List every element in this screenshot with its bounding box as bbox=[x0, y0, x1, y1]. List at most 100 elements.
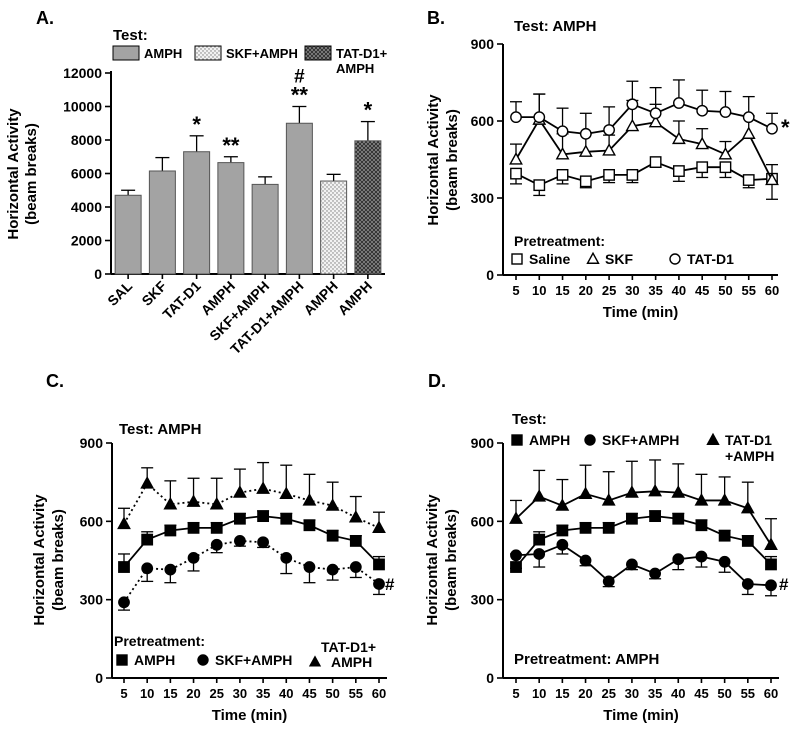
legend-label: SKF+AMPH bbox=[215, 652, 292, 668]
data-point bbox=[210, 521, 223, 534]
bar bbox=[217, 162, 245, 275]
legend-marker bbox=[197, 654, 209, 666]
x-tick-label: 25 bbox=[209, 686, 223, 701]
legend-item: SKF bbox=[586, 251, 633, 267]
panel-c-line-chart: C. Test: AMPH Horizontal Activity (beam bre… bbox=[31, 371, 395, 724]
data-point bbox=[579, 521, 592, 534]
panel-d-line-chart: D. Test: Horizontal Activity (beam breaks) 0… bbox=[424, 371, 789, 724]
x-tick-label: 15 bbox=[163, 686, 177, 701]
data-point bbox=[326, 529, 339, 542]
data-point bbox=[671, 485, 686, 498]
series-line bbox=[515, 543, 772, 587]
data-point bbox=[141, 533, 154, 546]
data-point bbox=[694, 493, 709, 506]
legend-label: AMPH bbox=[134, 652, 175, 668]
y-tick-label: 0 bbox=[486, 670, 494, 686]
data-point bbox=[626, 512, 638, 525]
data-point bbox=[257, 510, 269, 523]
bar bbox=[251, 183, 279, 275]
panel-label: B. bbox=[427, 8, 445, 28]
series-line bbox=[515, 118, 773, 181]
legend-label: Saline bbox=[529, 251, 570, 267]
legend-item: TAT-D1+AMPH bbox=[304, 45, 388, 76]
legend-label-line2: AMPH bbox=[336, 61, 374, 76]
data-point bbox=[695, 519, 708, 532]
footer-label: Pretreatment: AMPH bbox=[514, 651, 659, 668]
legend-marker bbox=[584, 434, 596, 446]
data-point bbox=[719, 106, 732, 118]
legend: Test:AMPH SKF+AMPH TAT-D1+AMPH bbox=[112, 27, 388, 76]
legend-item: TAT-D1+AMPH bbox=[308, 639, 376, 670]
bar bbox=[148, 170, 176, 275]
data-point bbox=[533, 533, 546, 546]
y-axis-label-line2: (beam breaks) bbox=[50, 509, 67, 611]
data-point bbox=[118, 596, 130, 609]
data-point bbox=[532, 489, 547, 502]
data-point bbox=[280, 512, 293, 525]
data-point bbox=[695, 136, 710, 150]
data-point bbox=[649, 510, 661, 523]
data-point bbox=[187, 551, 200, 564]
y-axis-label: Horizontal Activity bbox=[424, 494, 441, 626]
x-tick-label: 60 bbox=[765, 283, 779, 298]
legend-label: AMPH bbox=[529, 432, 570, 448]
x-tick-label: 40 bbox=[671, 686, 685, 701]
data-point bbox=[163, 496, 178, 510]
legend-label: TAT-D1 bbox=[725, 432, 772, 448]
x-tick-label: 60 bbox=[372, 686, 386, 701]
y-tick-label: 900 bbox=[471, 435, 495, 451]
significance-marker: ** bbox=[222, 133, 240, 158]
x-tick-label: 20 bbox=[186, 686, 200, 701]
series-skf bbox=[509, 93, 779, 186]
data-point bbox=[579, 127, 592, 140]
data-point bbox=[603, 168, 615, 181]
panel-label: C. bbox=[46, 371, 64, 391]
legend: AMPH SKF+AMPH TAT-D1+AMPH bbox=[511, 432, 774, 464]
data-point bbox=[648, 114, 663, 128]
data-point bbox=[509, 152, 523, 165]
data-point bbox=[533, 548, 546, 560]
x-tick-label: 40 bbox=[672, 283, 686, 298]
legend-label: TAT-D1 bbox=[687, 251, 734, 267]
data-point bbox=[373, 558, 385, 571]
data-point bbox=[765, 558, 777, 571]
data-point bbox=[625, 118, 640, 132]
significance-marker: # bbox=[779, 575, 789, 594]
data-point bbox=[186, 494, 201, 507]
data-point bbox=[602, 521, 615, 534]
significance-marker: * bbox=[364, 98, 373, 123]
x-axis-label: Time (min) bbox=[603, 304, 679, 321]
data-point bbox=[533, 111, 546, 124]
panel-b-line-chart: B. Test: AMPH Horizontal Activity (beam bre… bbox=[425, 8, 790, 321]
data-point bbox=[603, 124, 615, 136]
data-point bbox=[672, 553, 685, 566]
data-point bbox=[672, 512, 685, 525]
data-point bbox=[164, 524, 177, 537]
x-tick-label: 30 bbox=[625, 283, 639, 298]
legend-item: TAT-D1+AMPH bbox=[706, 432, 774, 464]
data-point bbox=[740, 500, 755, 514]
data-point bbox=[742, 111, 755, 124]
series-tat-d1 bbox=[510, 79, 778, 140]
data-point bbox=[717, 493, 732, 506]
x-tick-label: 45 bbox=[695, 283, 709, 298]
x-tick-label: 20 bbox=[578, 686, 592, 701]
data-point bbox=[626, 558, 638, 571]
legend-label: TAT-D1+ bbox=[321, 639, 376, 655]
x-tick-label: SAL bbox=[104, 277, 135, 308]
legend-label: SKF+AMPH bbox=[602, 432, 679, 448]
chart-title: Test: bbox=[512, 411, 547, 428]
legend-item: SKF+AMPH bbox=[197, 652, 292, 668]
data-point bbox=[279, 486, 294, 500]
legend-item: TAT-D1 bbox=[669, 251, 734, 267]
legend-item: AMPH bbox=[112, 45, 182, 61]
data-point bbox=[649, 107, 662, 120]
y-tick-label: 6000 bbox=[71, 166, 102, 182]
y-tick-label: 300 bbox=[80, 592, 104, 608]
legend-label-line2: +AMPH bbox=[725, 448, 774, 464]
data-point bbox=[764, 537, 778, 550]
data-point bbox=[602, 143, 616, 156]
data-point bbox=[210, 538, 223, 551]
x-tick-label: 5 bbox=[120, 686, 127, 701]
data-point bbox=[626, 98, 639, 111]
